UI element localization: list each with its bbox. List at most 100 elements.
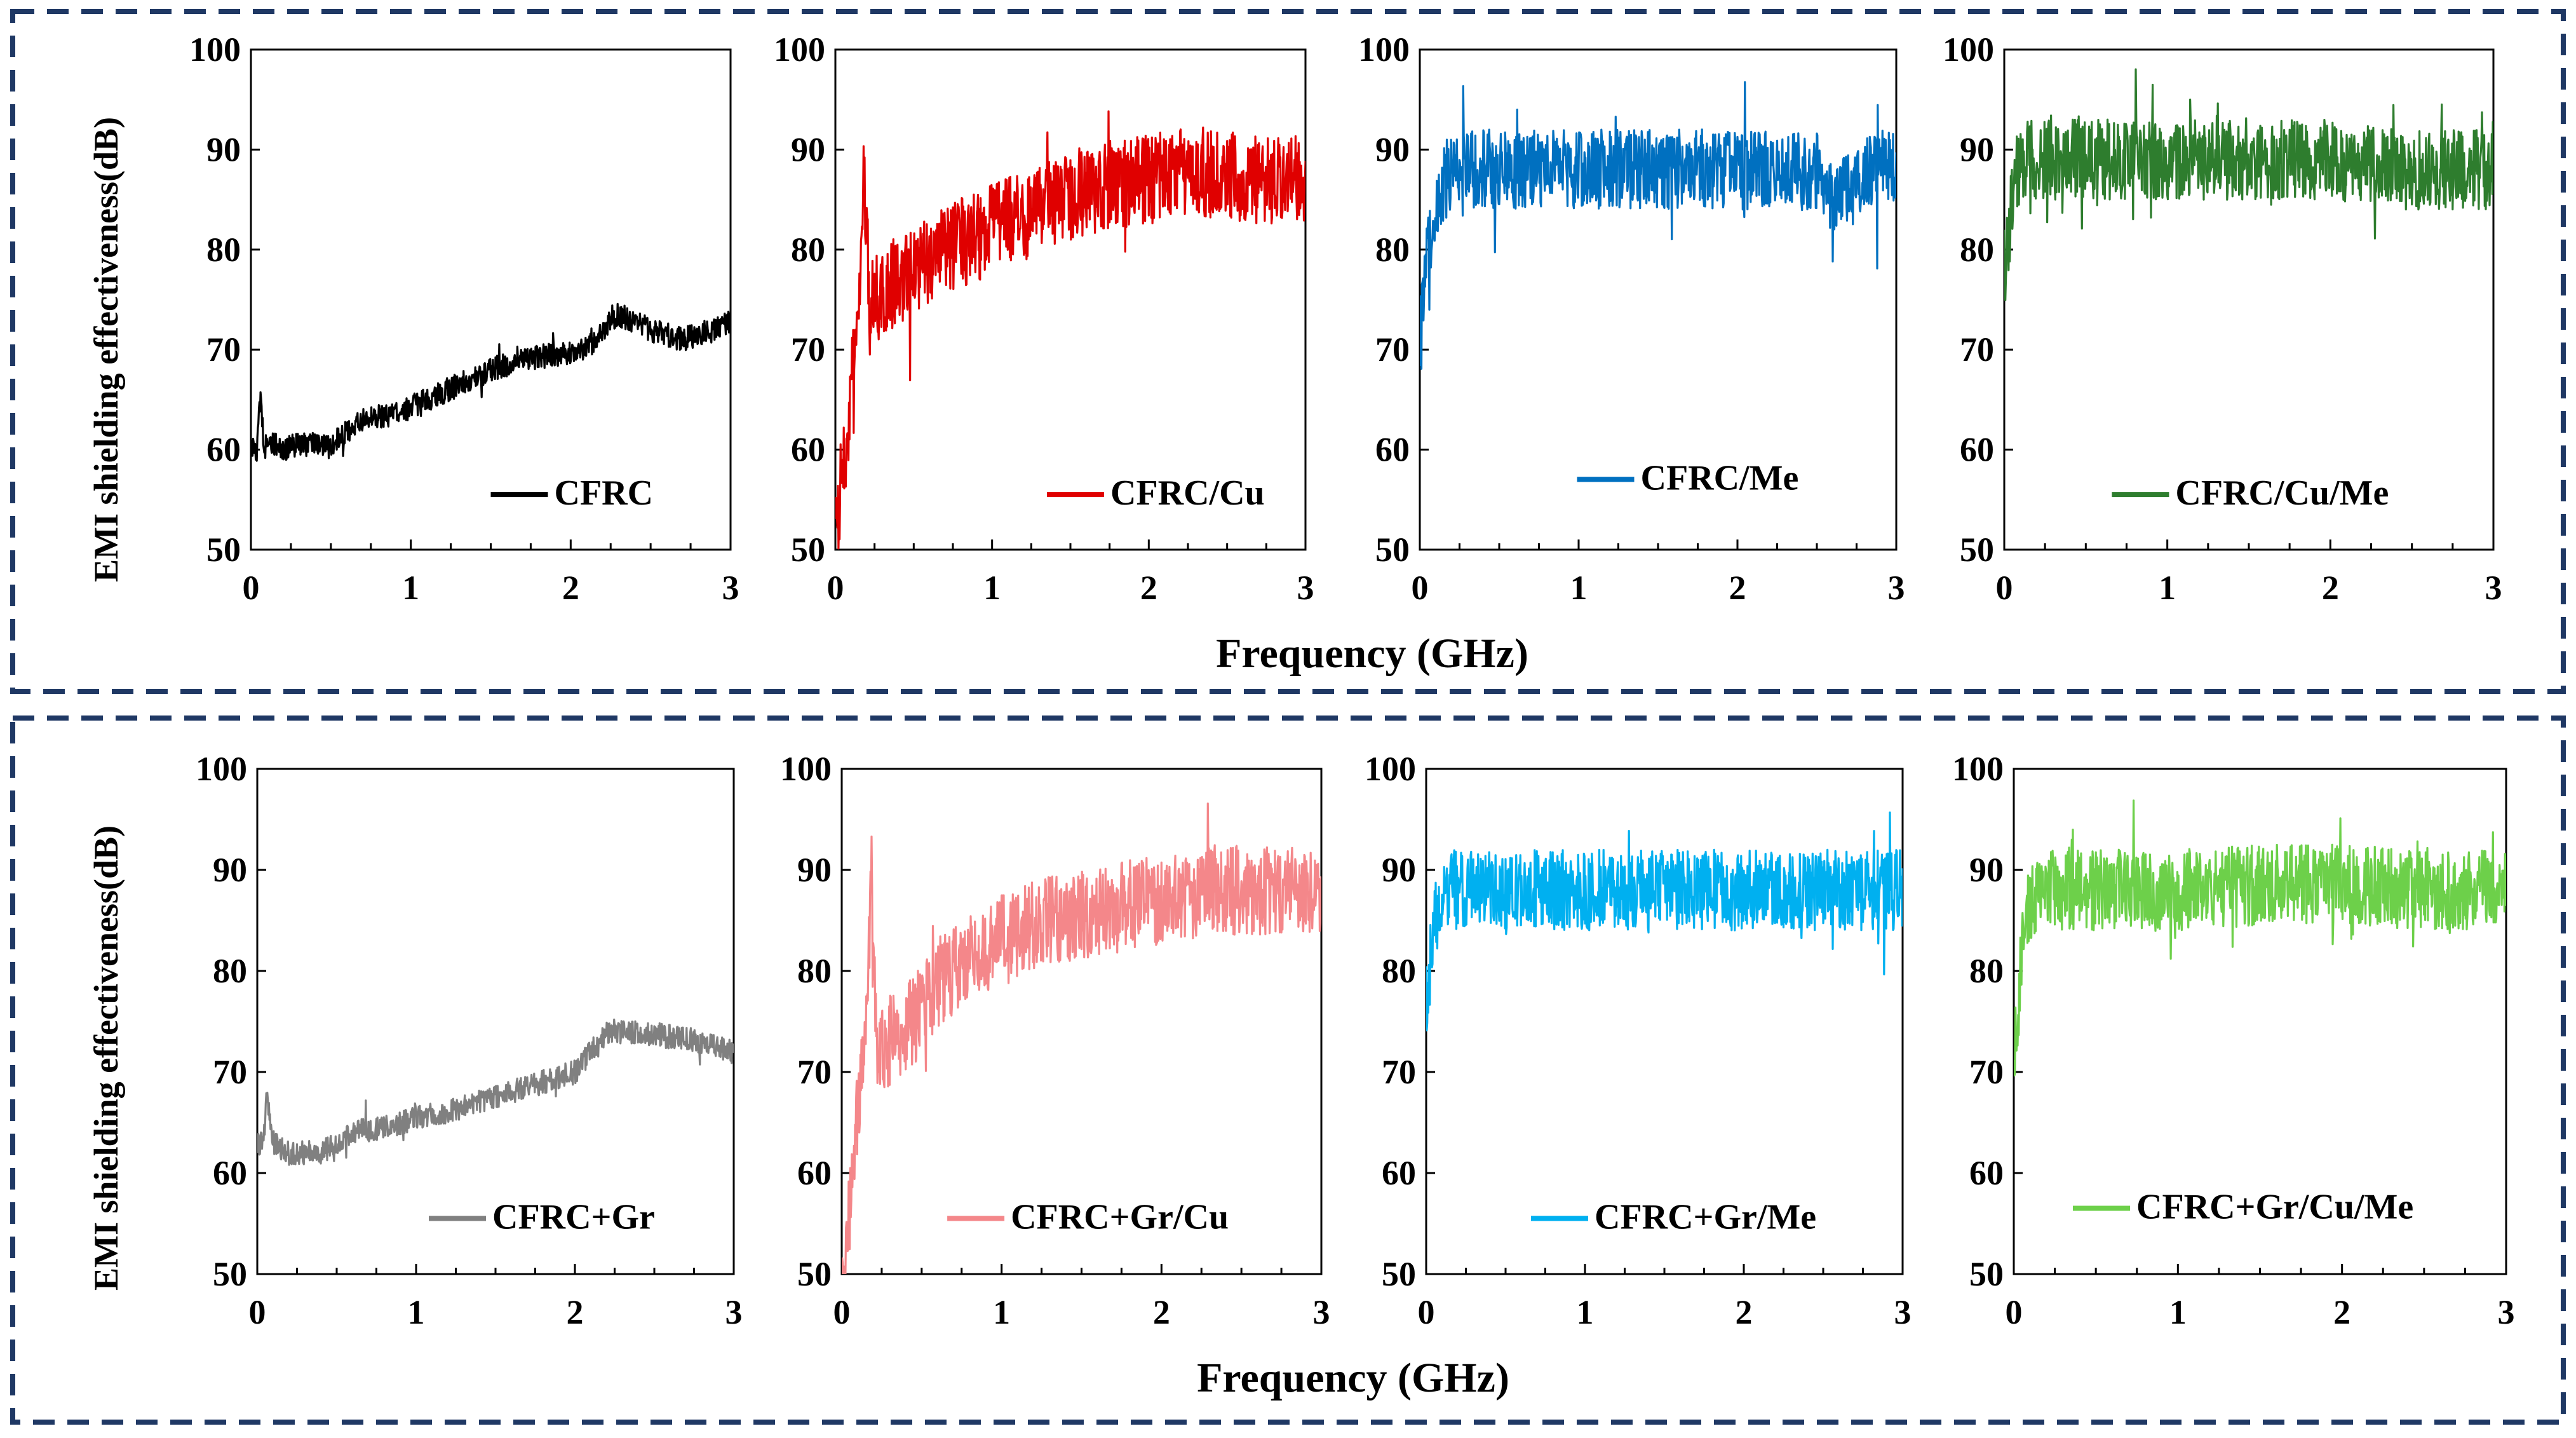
x-tick-label: 0 <box>827 569 844 607</box>
y-tick-label: 90 <box>791 130 825 168</box>
y-tick-label: 80 <box>1375 231 1410 269</box>
legend-label: CFRC <box>555 473 654 513</box>
x-tick-label: 1 <box>408 1293 425 1331</box>
y-tick-label: 70 <box>213 1053 247 1091</box>
x-tick-label: 0 <box>1996 569 2013 607</box>
plot-frame <box>250 48 732 551</box>
x-tick-label: 0 <box>243 569 260 607</box>
y-tick-label: 100 <box>196 750 247 788</box>
x-axis-label-top: Frequency (GHz) <box>1216 630 1528 677</box>
y-tick-label: 70 <box>1969 1053 2004 1091</box>
chart-panel-bottom-1: 50 60 70 80 90 100 0 1 2 3 CFRC+Gr <box>196 750 743 1331</box>
y-tick-label: 90 <box>797 851 832 889</box>
y-tick-label: 80 <box>1382 952 1416 990</box>
x-tick-label: 3 <box>1894 1293 1912 1331</box>
x-tick-label: 0 <box>1418 1293 1435 1331</box>
legend-label: CFRC+Gr <box>492 1197 655 1237</box>
x-tick-label: 3 <box>2485 569 2502 607</box>
y-tick-label: 70 <box>206 330 241 369</box>
series-line-bottom-1 <box>257 1018 734 1166</box>
top-group-frame <box>10 9 2566 694</box>
y-tick-label: 50 <box>206 531 241 569</box>
x-tick-label: 1 <box>1570 569 1588 607</box>
x-tick-label: 3 <box>722 569 739 607</box>
y-tick-label: 60 <box>797 1154 832 1192</box>
bottom-group-frame <box>10 716 2566 1425</box>
y-tick-label: 70 <box>1375 330 1410 369</box>
x-tick-label: 3 <box>1888 569 1905 607</box>
y-tick-label: 50 <box>1375 531 1410 569</box>
y-tick-label: 80 <box>213 952 247 990</box>
y-tick-label: 60 <box>1375 431 1410 469</box>
y-tick-label: 90 <box>206 130 241 168</box>
y-tick-label: 50 <box>1382 1255 1416 1293</box>
x-tick-label: 1 <box>2159 569 2176 607</box>
y-tick-label: 50 <box>797 1255 832 1293</box>
y-tick-label: 50 <box>1969 1255 2004 1293</box>
y-tick-label: 60 <box>1969 1154 2004 1192</box>
y-tick-label: 90 <box>213 851 247 889</box>
y-tick-label: 100 <box>774 31 825 69</box>
x-tick-label: 2 <box>567 1293 584 1331</box>
y-tick-label: 100 <box>1365 750 1416 788</box>
chart-panel-top-4: 50 60 70 80 90 100 0 1 2 3 CFRC/Cu/Me <box>1943 31 2502 607</box>
y-tick-label: 80 <box>1969 952 2004 990</box>
x-tick-label: 2 <box>2322 569 2339 607</box>
x-tick-label: 2 <box>2333 1293 2350 1331</box>
y-tick-label: 80 <box>797 952 832 990</box>
chart-panel-bottom-4: 50 60 70 80 90 100 0 1 2 3 CFRC+Gr/Cu/Me <box>1952 750 2515 1331</box>
x-tick-label: 3 <box>1313 1293 1330 1331</box>
y-axis-label-bottom: EMI shielding effectiveness(dB) <box>87 825 125 1291</box>
y-tick-label: 90 <box>1382 851 1416 889</box>
series-line-bottom-2 <box>842 802 1321 1274</box>
chart-panel-top-3: 50 60 70 80 90 100 0 1 2 3 CFRC/Me <box>1358 31 1905 607</box>
chart-panel-bottom-2: 50 60 70 80 90 100 0 1 2 3 CFRC+Gr/Cu <box>780 750 1330 1331</box>
y-tick-label: 50 <box>791 531 825 569</box>
x-tick-label: 0 <box>1412 569 1429 607</box>
y-tick-label: 90 <box>1969 851 2004 889</box>
y-tick-label: 100 <box>1943 31 1994 69</box>
legend-label: CFRC+Gr/Cu <box>1011 1197 1229 1237</box>
x-tick-label: 2 <box>1736 1293 1753 1331</box>
x-tick-label: 1 <box>993 1293 1010 1331</box>
x-tick-label: 0 <box>833 1293 851 1331</box>
y-tick-label: 100 <box>780 750 832 788</box>
legend-label: CFRC/Cu <box>1110 473 1265 513</box>
legend-label: CFRC/Cu/Me <box>2175 473 2389 513</box>
series-line-bottom-3 <box>1426 811 1903 1032</box>
y-tick-label: 60 <box>206 431 241 469</box>
x-tick-label: 0 <box>2006 1293 2023 1331</box>
y-tick-label: 70 <box>1382 1053 1416 1091</box>
x-tick-label: 3 <box>1297 569 1314 607</box>
y-tick-label: 60 <box>1382 1154 1416 1192</box>
y-tick-label: 70 <box>797 1053 832 1091</box>
y-axis-label-top: EMI shielding effectiveness(dB) <box>87 117 125 582</box>
chart-panel-bottom-3: 50 60 70 80 90 100 0 1 2 3 CFRC+Gr/Me <box>1365 750 1912 1331</box>
y-tick-label: 100 <box>189 31 241 69</box>
x-tick-label: 2 <box>1729 569 1746 607</box>
y-tick-label: 100 <box>1952 750 2004 788</box>
y-tick-label: 70 <box>791 330 825 369</box>
series-line-top-2 <box>835 110 1305 550</box>
y-tick-label: 90 <box>1375 130 1410 168</box>
y-tick-label: 80 <box>206 231 241 269</box>
x-tick-label: 3 <box>725 1293 743 1331</box>
x-tick-label: 0 <box>249 1293 266 1331</box>
legend-label: CFRC+Gr/Cu/Me <box>2136 1188 2413 1227</box>
x-tick-label: 2 <box>1153 1293 1170 1331</box>
y-tick-label: 60 <box>1960 431 1994 469</box>
y-tick-label: 60 <box>791 431 825 469</box>
x-tick-label: 2 <box>1140 569 1157 607</box>
x-tick-label: 1 <box>983 569 1001 607</box>
y-tick-label: 90 <box>1960 130 1994 168</box>
y-tick-label: 50 <box>213 1255 247 1293</box>
x-tick-label: 1 <box>1577 1293 1594 1331</box>
x-tick-label: 1 <box>2169 1293 2187 1331</box>
y-tick-label: 50 <box>1960 531 1994 569</box>
y-tick-label: 60 <box>213 1154 247 1192</box>
series-line-top-3 <box>1420 81 1896 370</box>
chart-panel-top-1: 50 60 70 80 90 100 0 1 2 3 CFRC <box>189 31 739 607</box>
